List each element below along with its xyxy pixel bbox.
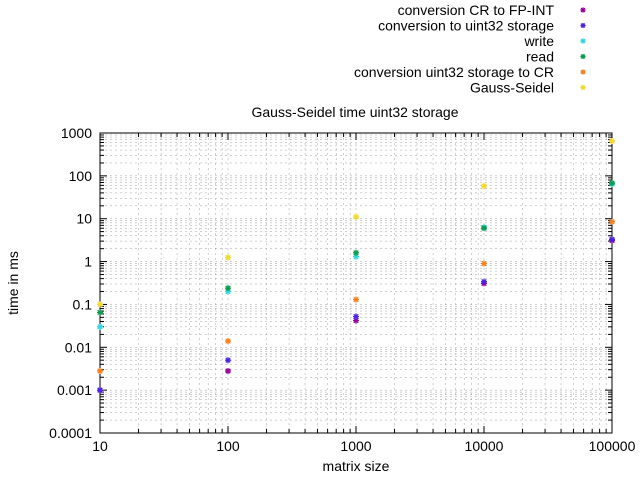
y-tick-label: 0.01: [65, 339, 92, 355]
y-tick-label: 1000: [61, 125, 92, 141]
ticks: [100, 133, 612, 433]
data-point: [97, 367, 103, 374]
data-point: [609, 236, 615, 243]
data-point: [97, 301, 103, 308]
legend-label: Gauss-Seidel: [470, 80, 554, 96]
data-point: [481, 260, 487, 267]
data-point: [225, 254, 231, 261]
data-point: [353, 313, 359, 320]
data-point: [481, 278, 487, 285]
data-point: [225, 367, 231, 374]
data-point: [481, 182, 487, 189]
data-point: [481, 225, 487, 232]
y-tick-label: 10: [76, 211, 92, 227]
y-tick-labels: 0.0001 0.001 0.01 0.1 1 10 100 1000: [49, 125, 92, 441]
data-point: [97, 323, 103, 330]
legend-label: conversion uint32 storage to CR: [354, 64, 554, 80]
data-points: [97, 138, 615, 394]
data-point: [97, 387, 103, 394]
legend-label: conversion CR to FP-INT: [398, 2, 555, 18]
data-point: [609, 138, 615, 145]
data-point: [609, 218, 615, 225]
y-tick-label: 100: [69, 168, 93, 184]
data-point: [97, 309, 103, 316]
data-point: [225, 338, 231, 345]
x-axis-label: matrix size: [323, 458, 390, 474]
x-tick-label: 100000: [589, 438, 636, 454]
x-tick-label: 1000: [340, 438, 371, 454]
data-point: [225, 285, 231, 292]
y-tick-label: 0.001: [57, 382, 92, 398]
legend-marker: [580, 22, 586, 29]
grid: [100, 133, 612, 433]
data-point: [353, 296, 359, 303]
legend-marker: [580, 69, 586, 75]
data-point: [353, 213, 359, 220]
legend-label: write: [523, 33, 554, 49]
legend-marker: [580, 84, 586, 91]
chart-title: Gauss-Seidel time uint32 storage: [252, 104, 459, 120]
data-point: [353, 249, 359, 256]
legend-marker: [580, 7, 586, 13]
legend-marker: [580, 53, 586, 60]
x-tick-label: 100: [216, 438, 240, 454]
y-tick-label: 0.1: [73, 296, 93, 312]
data-point: [353, 317, 359, 324]
data-point: [225, 357, 231, 364]
y-tick-label: 0.0001: [49, 425, 92, 441]
legend-marker: [580, 38, 586, 44]
legend-label: conversion to uint32 storage: [378, 18, 554, 34]
legend-label: read: [526, 49, 554, 65]
data-point: [609, 180, 615, 187]
y-axis-label: time in ms: [5, 251, 21, 315]
y-tick-label: 1: [84, 254, 92, 270]
x-tick-labels: 10 100 1000 10000 100000: [92, 438, 635, 454]
x-tick-label: 10000: [465, 438, 504, 454]
x-tick-label: 10: [92, 438, 108, 454]
